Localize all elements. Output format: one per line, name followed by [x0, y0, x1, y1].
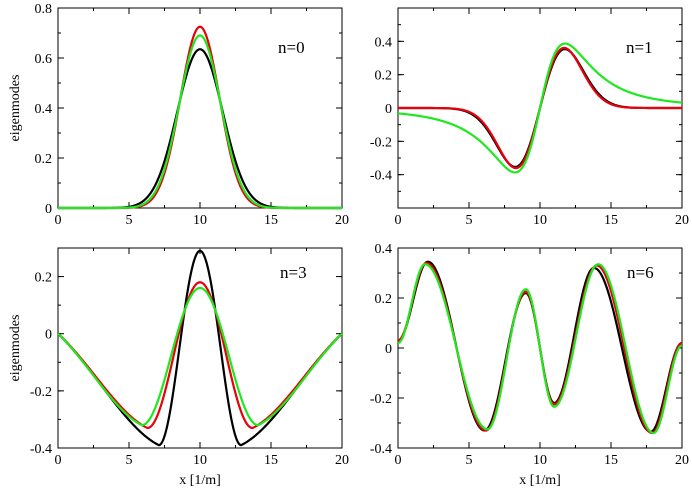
x-tick-label: 15 — [264, 453, 278, 468]
panel-label: n=1 — [626, 38, 653, 57]
y-tick-label: 0.2 — [35, 271, 53, 286]
panel-n3: 0 5 10 15 20 -0.4 -0.2 0 0.2 n=3 eigenmodes x [1… — [8, 247, 349, 488]
x-tick-label: 10 — [193, 213, 207, 228]
panel-n1: 0 5 10 15 20 -0.4 -0.2 0 0.2 0.4 n=1 — [370, 7, 689, 228]
series-line — [57, 281, 343, 430]
x-tick-label: 20 — [335, 213, 349, 228]
curves — [397, 260, 683, 435]
y-tick-label: 0.2 — [375, 69, 393, 84]
series-line — [57, 48, 343, 210]
x-tick-label: 5 — [126, 213, 133, 228]
y-tick-label: 0 — [385, 342, 392, 357]
y-tick-label: -0.2 — [370, 135, 392, 150]
series-line — [57, 34, 343, 210]
x-tick-label: 5 — [126, 453, 133, 468]
y-tick-label: -0.2 — [370, 392, 392, 407]
axis-ticks: 0 5 10 15 20 -0.4 -0.2 0 0.2 — [30, 247, 349, 468]
series-line — [57, 286, 343, 427]
x-tick-label: 20 — [335, 453, 349, 468]
y-tick-label: 0 — [385, 102, 392, 117]
panel-label: n=0 — [278, 38, 305, 57]
y-tick-label: 0 — [45, 328, 52, 343]
curves — [57, 249, 343, 447]
panel-label: n=3 — [280, 263, 307, 282]
x-tick-label: 15 — [604, 213, 618, 228]
y-tick-label: 0.6 — [35, 52, 53, 67]
panel-n0: 0 5 10 15 20 0 0.2 0.4 0.6 0.8 n=0 eigenmodes — [8, 2, 349, 228]
x-tick-label: 20 — [675, 213, 689, 228]
panel-label: n=6 — [627, 263, 654, 282]
y-tick-label: -0.2 — [30, 385, 52, 400]
y-tick-label: -0.4 — [370, 442, 392, 457]
y-tick-label: 0.2 — [375, 292, 393, 307]
x-tick-label: 10 — [533, 213, 547, 228]
x-axis-label: x [1/m] — [519, 473, 561, 488]
y-axis-label: eigenmodes — [8, 315, 23, 382]
x-tick-label: 0 — [55, 453, 62, 468]
x-tick-label: 0 — [395, 213, 402, 228]
y-tick-label: -0.4 — [370, 169, 392, 184]
series-line — [397, 42, 683, 174]
x-tick-label: 5 — [466, 453, 473, 468]
panel-n6: 0 5 10 15 20 -0.4 -0.2 0 0.2 0.4 n=6 x [1/m] — [370, 242, 689, 488]
y-tick-label: 0.2 — [35, 152, 53, 167]
x-tick-label: 0 — [395, 453, 402, 468]
x-tick-label: 10 — [193, 453, 207, 468]
x-tick-label: 20 — [675, 453, 689, 468]
x-tick-label: 15 — [264, 213, 278, 228]
y-tick-label: 0.8 — [35, 2, 53, 17]
y-tick-label: 0 — [45, 202, 52, 217]
x-tick-label: 10 — [533, 453, 547, 468]
x-tick-label: 0 — [55, 213, 62, 228]
y-tick-label: 0.4 — [375, 242, 393, 257]
x-tick-label: 15 — [604, 453, 618, 468]
axis-ticks: 0 5 10 15 20 -0.4 -0.2 0 0.2 0.4 — [370, 242, 689, 468]
curves — [57, 25, 343, 210]
series-line — [397, 263, 683, 435]
y-tick-label: 0.4 — [35, 102, 53, 117]
axis-ticks: 0 5 10 15 20 0 0.2 0.4 0.6 0.8 — [35, 2, 350, 228]
y-tick-label: 0.4 — [375, 35, 393, 50]
y-axis-label: eigenmodes — [8, 75, 23, 142]
x-axis-label: x [1/m] — [179, 473, 221, 488]
curves — [397, 42, 683, 174]
x-tick-label: 5 — [466, 213, 473, 228]
y-tick-label: -0.4 — [30, 442, 52, 457]
